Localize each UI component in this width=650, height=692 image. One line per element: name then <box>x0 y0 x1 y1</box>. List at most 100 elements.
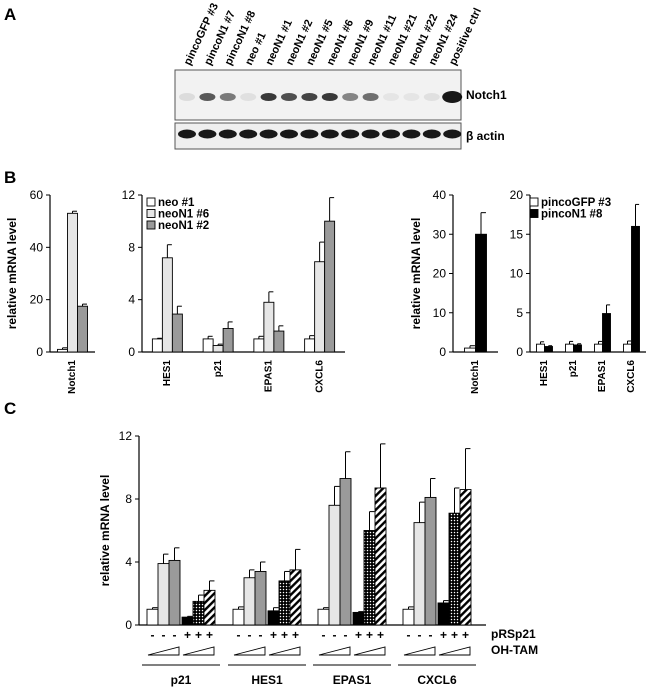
legend-swatch <box>146 220 156 230</box>
data-bar <box>317 608 330 626</box>
y-tick-label: 8 <box>125 492 132 506</box>
notch1-band <box>383 93 399 101</box>
prsp21-sign: - <box>237 628 241 642</box>
prsp21-row-label: pRSp21 <box>491 627 536 641</box>
notch1-band-label: Notch1 <box>466 88 507 102</box>
prsp21-sign: + <box>440 628 447 642</box>
data-bar <box>222 328 234 353</box>
chart-b-notch1-neo: 0 20 40 60 relative mRNA level Notch1 <box>5 188 95 394</box>
legend-label: neoN1 #6 <box>158 209 209 221</box>
y-tick-label: 10 <box>510 267 524 281</box>
data-bar <box>304 338 316 353</box>
data-bar <box>243 577 256 626</box>
data-bar <box>212 345 224 353</box>
actin-band <box>280 129 298 139</box>
data-bar <box>278 580 291 626</box>
y-tick-label: 0 <box>439 345 446 359</box>
data-bar <box>374 487 387 626</box>
data-bar <box>146 608 159 626</box>
data-bar <box>202 338 214 353</box>
x-category-label: CXCL6 <box>626 360 637 393</box>
notch1-band <box>342 93 359 101</box>
y-tick-label: 4 <box>128 293 135 307</box>
y-axis-title: relative mRNA level <box>98 475 112 587</box>
data-bar <box>273 330 285 353</box>
data-bar <box>475 233 487 353</box>
blot-notch1-bands <box>179 91 463 103</box>
x-category-label: p21 <box>213 360 224 378</box>
data-bar <box>594 343 603 353</box>
legend-swatch <box>146 197 156 207</box>
legend-label: pincoN1 #8 <box>541 209 603 221</box>
actin-band <box>239 129 258 139</box>
data-bar <box>192 600 205 626</box>
data-bar <box>57 348 68 353</box>
data-bar <box>631 225 640 353</box>
notch1-band <box>442 91 463 103</box>
prsp21-sign: - <box>344 628 348 642</box>
y-tick-label: 8 <box>128 240 135 254</box>
prsp21-sign: - <box>151 628 155 642</box>
x-category-label: HES1 <box>539 360 550 387</box>
y-tick-label: 0 <box>36 345 43 359</box>
data-bar <box>459 489 472 626</box>
panel-label-a: A <box>4 5 16 24</box>
ohtam-gradient-triangle <box>403 646 436 656</box>
notch1-band <box>179 93 195 101</box>
data-bar <box>161 257 173 353</box>
y-axis-title: relative mRNA level <box>5 218 19 330</box>
data-bar <box>171 313 183 353</box>
actin-band <box>443 129 462 139</box>
data-bar <box>157 563 170 626</box>
x-category-label: EPAS1 <box>597 360 608 392</box>
actin-band <box>320 129 339 139</box>
y-tick-label: 12 <box>122 188 136 202</box>
prsp21-sign: + <box>292 628 299 642</box>
actin-band <box>178 129 196 139</box>
actin-band <box>361 129 380 139</box>
prsp21-sign: - <box>407 628 411 642</box>
data-bar <box>289 569 302 626</box>
notch1-band <box>281 93 297 101</box>
prsp21-sign: + <box>451 628 458 642</box>
data-bar <box>168 559 181 626</box>
chart-b-targets-pinco: 0 5 10 15 20 HES1 p21 EPAS1 CXCL6 pincoGFP #3pinc… <box>510 188 646 393</box>
data-bar <box>263 301 275 353</box>
data-bar <box>464 347 476 353</box>
y-tick-label: 15 <box>510 227 524 241</box>
ohtam-gradient-triangle <box>233 646 266 656</box>
prsp21-sign: - <box>162 628 166 642</box>
data-bar <box>623 343 632 353</box>
x-category-label: p21 <box>171 673 192 687</box>
data-bar <box>314 261 326 353</box>
notch1-band <box>362 93 379 101</box>
data-bar <box>181 616 194 626</box>
actin-band <box>341 129 360 139</box>
actin-band <box>382 129 400 139</box>
ohtam-gradient-triangle <box>268 646 301 656</box>
prsp21-sign: + <box>270 628 277 642</box>
ohtam-gradient-triangle <box>147 646 180 656</box>
notch1-band <box>260 93 277 101</box>
y-tick-label: 20 <box>510 188 524 202</box>
panel-label-c: C <box>4 399 16 418</box>
legend-label: neoN1 #2 <box>158 220 209 232</box>
x-category-label: HES1 <box>251 673 283 687</box>
ohtam-gradient-triangle <box>353 646 386 656</box>
y-tick-label: 10 <box>433 306 447 320</box>
prsp21-sign: - <box>429 628 433 642</box>
data-bar <box>324 220 336 353</box>
prsp21-sign: - <box>418 628 422 642</box>
x-category-label: EPAS1 <box>264 360 275 392</box>
legend-swatch <box>529 209 539 218</box>
blot-actin-bands <box>178 129 462 139</box>
chart-b-notch1-pinco: 0 10 20 30 40 relative mRNA level Notch1 <box>409 188 498 394</box>
ohtam-gradient-triangle <box>182 646 215 656</box>
x-category-label: p21 <box>568 360 579 378</box>
x-category-label: CXCL6 <box>314 360 325 393</box>
notch1-band <box>321 93 338 101</box>
data-bar <box>413 522 426 626</box>
